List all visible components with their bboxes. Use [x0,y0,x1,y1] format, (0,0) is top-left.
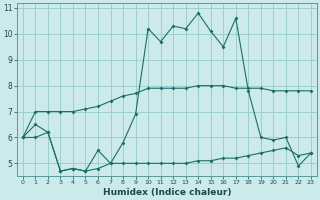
X-axis label: Humidex (Indice chaleur): Humidex (Indice chaleur) [103,188,231,197]
